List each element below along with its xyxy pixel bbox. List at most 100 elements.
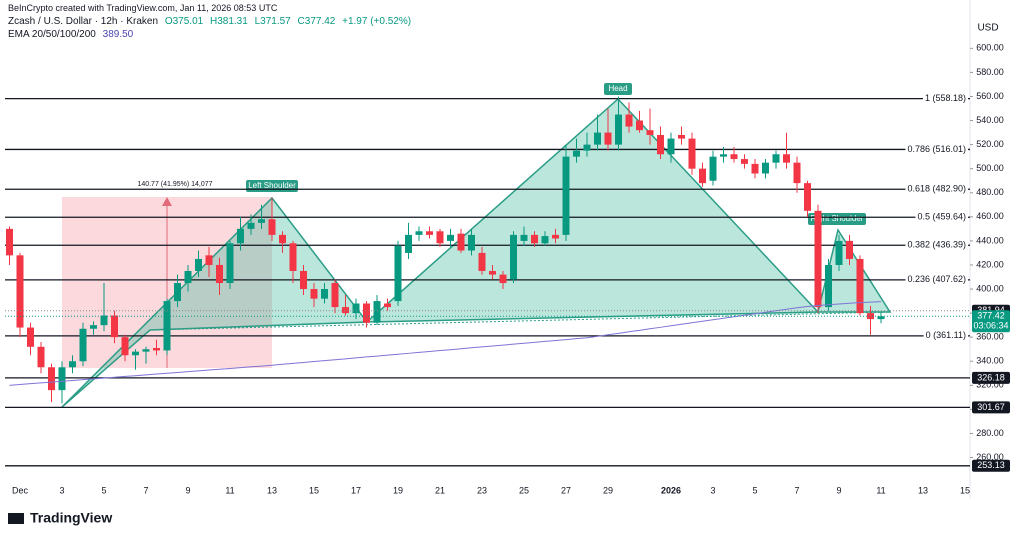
candle-body [636, 120, 643, 131]
candle-body [384, 303, 391, 308]
candle-body [520, 234, 528, 241]
x-tick-label: 2026 [661, 485, 681, 495]
candle-body [657, 134, 664, 155]
fib-label-bg [905, 274, 968, 285]
price-box [972, 371, 1010, 384]
fib-label-bg [905, 183, 968, 194]
candle-body [867, 313, 874, 320]
fib-label-bg [923, 330, 969, 341]
x-tick-label: 25 [519, 485, 529, 495]
candle-body [69, 361, 76, 368]
x-tick-label: 7 [794, 485, 799, 495]
candle-body [216, 264, 223, 284]
head-label: Head [608, 84, 627, 93]
x-tick-label: 5 [752, 485, 757, 495]
candle-body [237, 228, 244, 244]
candle-body [709, 156, 717, 181]
candle-body [825, 264, 832, 308]
candle-body [667, 138, 675, 155]
marked-price-label: 381.94 [977, 305, 1005, 315]
fib-label: 0.382 (436.39) [907, 240, 966, 250]
candle-body [741, 159, 748, 164]
x-tick-label: Dec [12, 485, 29, 495]
candle-body [856, 258, 864, 314]
candle-body [258, 219, 265, 223]
fib-label-bg [905, 239, 968, 250]
candle-body [394, 245, 402, 302]
candle-body [300, 270, 307, 290]
candle-body [426, 231, 433, 235]
right-shoulder-box [808, 213, 866, 225]
y-tick-label: 500.00 [976, 163, 1004, 173]
header: BeInCrypto created with TradingView.com,… [8, 2, 415, 41]
candle-body [415, 231, 423, 235]
candle-body [163, 301, 171, 351]
candle-body [877, 316, 885, 320]
ohlc-high: H381.31 [210, 16, 248, 27]
x-tick-label: 11 [876, 485, 885, 495]
y-tick-label: 320.00 [976, 380, 1004, 390]
candle-body [48, 367, 55, 391]
ema-line [9, 301, 882, 386]
candle-body [205, 255, 213, 265]
candle-body [478, 252, 486, 271]
price-label: 326.18 [977, 372, 1005, 382]
x-tick-label: 17 [351, 485, 361, 495]
currency: USD [977, 23, 998, 34]
candle-body [352, 303, 360, 314]
candle-body [468, 234, 475, 251]
candle-body [195, 258, 202, 271]
price-box [972, 401, 1010, 414]
x-tick-label: 23 [477, 485, 487, 495]
y-tick-label: 360.00 [976, 332, 1004, 342]
left-shoulder-label: Left Shoulder [248, 181, 296, 190]
candle-body [625, 114, 633, 127]
y-tick-label: 280.00 [976, 428, 1004, 438]
symbol-title: Zcash / U.S. Dollar · 12h · Kraken [8, 16, 159, 27]
neckline [149, 311, 891, 331]
candle-body [678, 134, 685, 139]
y-tick-label: 440.00 [976, 235, 1004, 245]
ohlc-close: C377.42 [297, 16, 336, 27]
x-tick-label: 29 [603, 485, 613, 495]
credit: BeInCrypto created with TradingView.com,… [8, 3, 278, 13]
current-price-box [972, 310, 1010, 333]
candle-body [6, 228, 13, 256]
candle-body [730, 154, 738, 160]
logo-icon [8, 513, 24, 524]
candle-body [90, 325, 97, 329]
y-tick-label: 520.00 [976, 139, 1004, 149]
change: +1.97 (+0.52%) [342, 16, 412, 27]
x-tick-label: 27 [561, 485, 571, 495]
fib-label: 0.236 (407.62) [907, 274, 966, 284]
candle-body [363, 303, 370, 323]
legend-row: Zcash / U.S. Dollar · 12h · Kraken O375.… [8, 15, 415, 28]
candle-body [405, 234, 412, 253]
drawings [61, 97, 892, 408]
candle-body [531, 234, 538, 244]
candle-body [247, 222, 255, 229]
candle-body [541, 236, 549, 244]
candle-body [142, 349, 150, 352]
candle-body [573, 150, 580, 157]
candle-body [342, 307, 349, 314]
candle-body [79, 328, 87, 362]
candle-body [268, 219, 276, 235]
candle-body [321, 289, 328, 299]
candle-body [751, 163, 759, 174]
candle-body [436, 231, 444, 244]
candle-body [37, 346, 45, 368]
candle-body [846, 240, 853, 259]
fib-label: 0.786 (516.01) [907, 144, 966, 154]
y-tick-label: 260.00 [976, 452, 1004, 462]
ema-name: EMA 20/50/100/200 [8, 29, 96, 40]
candle-body [153, 348, 160, 351]
candle-body [583, 144, 591, 151]
x-tick-label: 9 [185, 485, 190, 495]
price-box [972, 459, 1010, 472]
logo: TradingView [30, 510, 112, 526]
price-label: 301.67 [977, 402, 1005, 412]
x-tick-label: 11 [225, 485, 234, 495]
candle-body [111, 315, 118, 338]
